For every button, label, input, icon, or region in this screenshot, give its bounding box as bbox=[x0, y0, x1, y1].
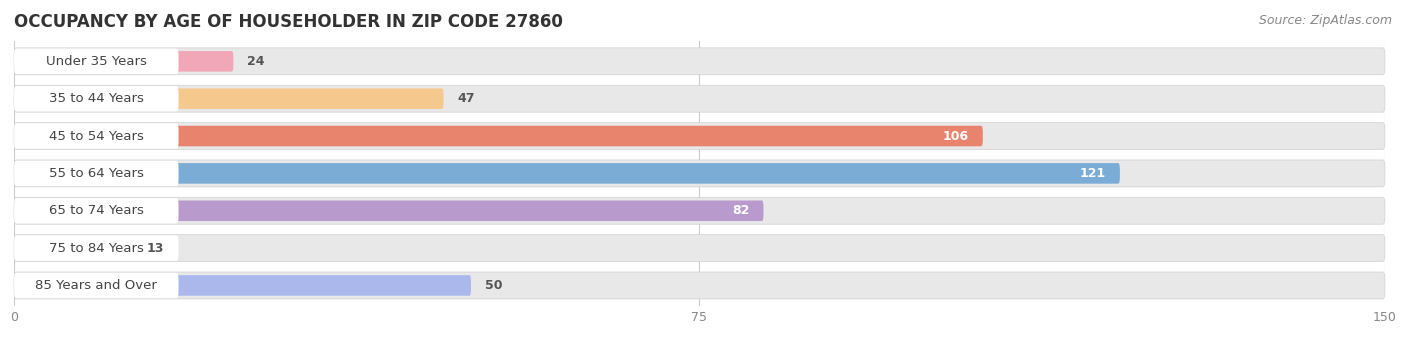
FancyBboxPatch shape bbox=[14, 201, 763, 221]
FancyBboxPatch shape bbox=[14, 238, 134, 258]
Text: 121: 121 bbox=[1080, 167, 1107, 180]
Text: OCCUPANCY BY AGE OF HOUSEHOLDER IN ZIP CODE 27860: OCCUPANCY BY AGE OF HOUSEHOLDER IN ZIP C… bbox=[14, 13, 562, 31]
Text: 13: 13 bbox=[146, 242, 165, 255]
Text: 35 to 44 Years: 35 to 44 Years bbox=[49, 92, 143, 105]
Text: 82: 82 bbox=[733, 204, 749, 217]
FancyBboxPatch shape bbox=[14, 275, 471, 296]
FancyBboxPatch shape bbox=[14, 163, 1121, 184]
FancyBboxPatch shape bbox=[14, 88, 444, 109]
FancyBboxPatch shape bbox=[14, 48, 1385, 75]
FancyBboxPatch shape bbox=[14, 49, 179, 74]
FancyBboxPatch shape bbox=[14, 198, 179, 223]
FancyBboxPatch shape bbox=[14, 86, 179, 112]
FancyBboxPatch shape bbox=[14, 161, 179, 186]
FancyBboxPatch shape bbox=[14, 123, 1385, 150]
Text: Source: ZipAtlas.com: Source: ZipAtlas.com bbox=[1258, 14, 1392, 27]
FancyBboxPatch shape bbox=[14, 160, 1385, 187]
Text: 85 Years and Over: 85 Years and Over bbox=[35, 279, 157, 292]
Text: 45 to 54 Years: 45 to 54 Years bbox=[49, 130, 143, 142]
Text: 55 to 64 Years: 55 to 64 Years bbox=[49, 167, 143, 180]
Text: 75 to 84 Years: 75 to 84 Years bbox=[49, 242, 143, 255]
FancyBboxPatch shape bbox=[14, 51, 233, 72]
Text: 65 to 74 Years: 65 to 74 Years bbox=[49, 204, 143, 217]
FancyBboxPatch shape bbox=[14, 126, 983, 146]
Text: Under 35 Years: Under 35 Years bbox=[46, 55, 146, 68]
FancyBboxPatch shape bbox=[14, 85, 1385, 112]
FancyBboxPatch shape bbox=[14, 235, 179, 261]
FancyBboxPatch shape bbox=[14, 123, 179, 149]
Text: 24: 24 bbox=[247, 55, 264, 68]
FancyBboxPatch shape bbox=[14, 235, 1385, 261]
FancyBboxPatch shape bbox=[14, 272, 1385, 299]
FancyBboxPatch shape bbox=[14, 197, 1385, 224]
Text: 106: 106 bbox=[943, 130, 969, 142]
FancyBboxPatch shape bbox=[14, 273, 179, 298]
Text: 47: 47 bbox=[457, 92, 475, 105]
Text: 50: 50 bbox=[485, 279, 502, 292]
